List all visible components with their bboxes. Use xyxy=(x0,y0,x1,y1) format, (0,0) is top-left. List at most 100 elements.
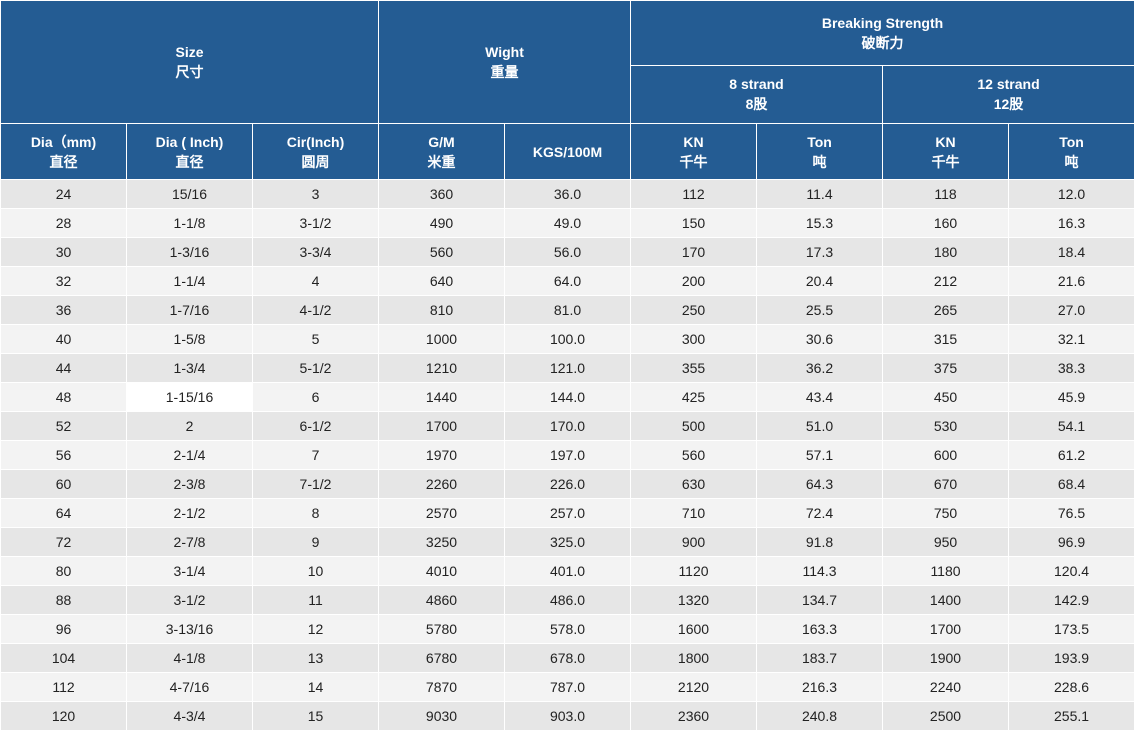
table-cell: 5-1/2 xyxy=(252,353,379,383)
table-cell: 30.6 xyxy=(756,324,883,354)
table-cell: 72.4 xyxy=(756,498,883,528)
table-cell: 325.0 xyxy=(504,527,631,557)
table-cell: 14 xyxy=(252,672,379,702)
table-cell: 183.7 xyxy=(756,643,883,673)
table-cell: 3250 xyxy=(378,527,505,557)
table-cell: 3-1/2 xyxy=(126,585,253,615)
table-cell: 355 xyxy=(630,353,757,383)
table-cell: 150 xyxy=(630,208,757,238)
table-cell: 118 xyxy=(882,179,1009,209)
table-cell: 4-7/16 xyxy=(126,672,253,702)
table-cell: 710 xyxy=(630,498,757,528)
col-label: KN xyxy=(935,133,956,150)
table-cell: 2360 xyxy=(630,701,757,731)
table-cell: 18.4 xyxy=(1007,237,1135,267)
table-cell: 64 xyxy=(0,498,127,528)
breaking-strength-label-zh: 破断力 xyxy=(861,34,904,51)
table-cell: 144.0 xyxy=(504,382,631,412)
table-cell: 787.0 xyxy=(504,672,631,702)
col-ton-8: Ton 吨 xyxy=(756,123,883,180)
table-cell: 81.0 xyxy=(504,295,631,325)
header-row-columns: Dia（mm) 直径 Dia ( Inch) 直径 Cir(Inch) 圆周 G/M 米… xyxy=(0,123,1135,180)
table-cell: 44 xyxy=(0,353,127,383)
table-cell: 1-1/8 xyxy=(126,208,253,238)
table-cell: 2 xyxy=(126,411,253,441)
table-row: 44 1-3/4 5-1/2 1210 121.0 355 36.2 375 38.3 xyxy=(0,353,1135,383)
size-label-zh: 尺寸 xyxy=(175,64,204,80)
table-body: 24 15/16 3 360 36.0 112 11.4 118 12.0 28 1-1/8 3-1/… xyxy=(0,179,1135,731)
table-cell: 810 xyxy=(378,295,505,325)
col-label: Dia（mm) xyxy=(30,133,97,150)
table-cell: 16.3 xyxy=(1007,208,1135,238)
table-row: 104 4-1/8 13 6780 678.0 1800 183.7 1900 193.9 xyxy=(0,643,1135,673)
table-cell: 500 xyxy=(630,411,757,441)
table-cell: 163.3 xyxy=(756,614,883,644)
table-cell: 1-3/4 xyxy=(126,353,253,383)
col-cir-inch: Cir(Inch) 圆周 xyxy=(252,123,379,180)
table-cell: 265 xyxy=(882,295,1009,325)
breaking-strength-label: Breaking Strength xyxy=(821,14,944,31)
table-cell: 212 xyxy=(882,266,1009,296)
table-cell: 2-7/8 xyxy=(126,527,253,557)
table-cell: 1180 xyxy=(882,556,1009,586)
table-cell: 490 xyxy=(378,208,505,238)
table-cell: 7870 xyxy=(378,672,505,702)
table-cell: 1320 xyxy=(630,585,757,615)
table-cell: 96.9 xyxy=(1007,527,1135,557)
table-cell: 2-1/4 xyxy=(126,440,253,470)
col-kn-8: KN 千牛 xyxy=(630,123,757,180)
table-cell: 56 xyxy=(0,440,127,470)
table-cell: 76.5 xyxy=(1007,498,1135,528)
table-row: 96 3-13/16 12 5780 578.0 1600 163.3 1700 173.5 xyxy=(0,614,1135,644)
table-cell: 950 xyxy=(882,527,1009,557)
table-row: 48 1-15/16 6 1440 144.0 425 43.4 450 45.9 xyxy=(0,382,1135,412)
table-cell: 3 xyxy=(252,179,379,209)
table-cell: 1-5/8 xyxy=(126,324,253,354)
table-cell: 11.4 xyxy=(756,179,883,209)
strand-12-header: 12 strand 12股 xyxy=(881,64,1135,125)
table-cell: 670 xyxy=(882,469,1009,499)
table-row: 56 2-1/4 7 1970 197.0 560 57.1 600 61.2 xyxy=(0,440,1135,470)
col-label: KN xyxy=(683,133,704,150)
table-cell: 100.0 xyxy=(504,324,631,354)
table-cell: 1700 xyxy=(378,411,505,441)
table-cell: 2-1/2 xyxy=(126,498,253,528)
table-cell: 4860 xyxy=(378,585,505,615)
table-row: 52 2 6-1/2 1700 170.0 500 51.0 530 54.1 xyxy=(0,411,1135,441)
table-cell: 255.1 xyxy=(1007,701,1135,731)
table-cell: 173.5 xyxy=(1007,614,1135,644)
table-cell: 200 xyxy=(630,266,757,296)
table-cell: 450 xyxy=(882,382,1009,412)
col-label-zh: 圆周 xyxy=(301,153,330,170)
table-cell: 360 xyxy=(378,179,505,209)
table-cell: 3-1/2 xyxy=(252,208,379,238)
table-cell: 5 xyxy=(252,324,379,354)
col-label-zh: 直径 xyxy=(49,153,78,170)
table-cell: 38.3 xyxy=(1007,353,1135,383)
table-cell: 1120 xyxy=(630,556,757,586)
table-cell: 36 xyxy=(0,295,127,325)
table-cell: 250 xyxy=(630,295,757,325)
table-cell: 32 xyxy=(0,266,127,296)
table-cell: 1-1/4 xyxy=(126,266,253,296)
header-row-strand: 8 strand 8股 12 strand 12股 xyxy=(1,64,1135,125)
table-cell: 91.8 xyxy=(756,527,883,557)
table-cell: 3-3/4 xyxy=(252,237,379,267)
table-cell: 15/16 xyxy=(126,179,253,209)
table-cell: 51.0 xyxy=(756,411,883,441)
table-cell: 134.7 xyxy=(756,585,883,615)
table-cell: 32.1 xyxy=(1007,324,1135,354)
col-label: Cir(Inch) xyxy=(286,133,345,150)
table-cell: 40 xyxy=(0,324,127,354)
table-cell: 180 xyxy=(882,237,1009,267)
table-cell: 28 xyxy=(0,208,127,238)
table-cell: 6-1/2 xyxy=(252,411,379,441)
table-cell: 560 xyxy=(630,440,757,470)
table-cell: 1600 xyxy=(630,614,757,644)
col-ton-12: Ton 吨 xyxy=(1007,123,1135,180)
table-cell: 1440 xyxy=(378,382,505,412)
table-cell: 678.0 xyxy=(504,643,631,673)
table-cell: 104 xyxy=(0,643,127,673)
table-cell: 6780 xyxy=(378,643,505,673)
